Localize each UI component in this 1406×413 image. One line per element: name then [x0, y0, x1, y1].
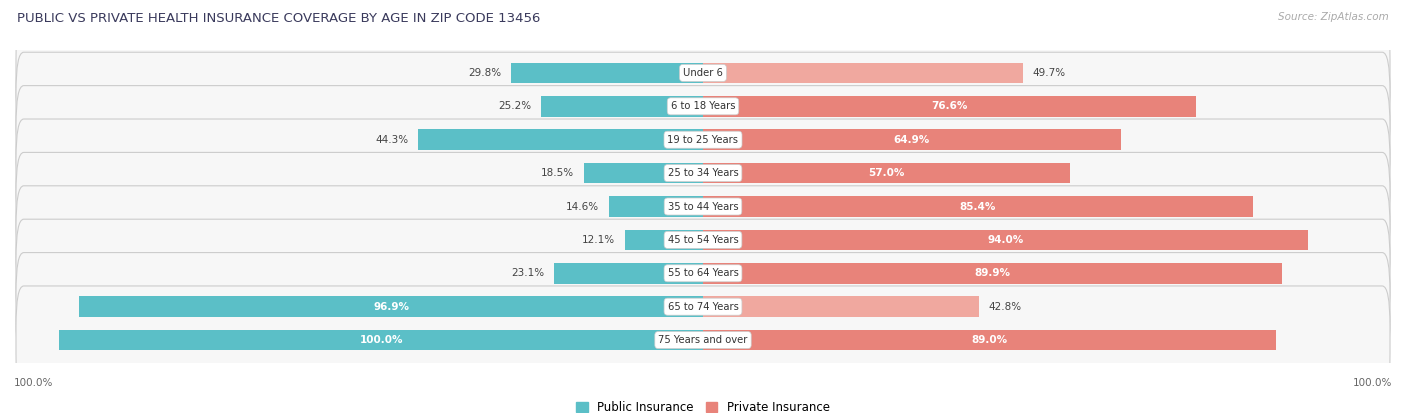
Bar: [703, 263, 1282, 284]
FancyBboxPatch shape: [15, 119, 1391, 227]
Text: 85.4%: 85.4%: [960, 202, 995, 211]
Text: 55 to 64 Years: 55 to 64 Years: [668, 268, 738, 278]
Text: 75 Years and over: 75 Years and over: [658, 335, 748, 345]
Text: 64.9%: 64.9%: [894, 135, 929, 145]
Text: 94.0%: 94.0%: [987, 235, 1024, 245]
FancyBboxPatch shape: [15, 253, 1391, 361]
Bar: [512, 63, 703, 83]
Text: 29.8%: 29.8%: [468, 68, 502, 78]
Bar: [703, 63, 1024, 83]
Text: 35 to 44 Years: 35 to 44 Years: [668, 202, 738, 211]
Text: 96.9%: 96.9%: [373, 301, 409, 312]
FancyBboxPatch shape: [15, 286, 1391, 394]
Bar: [554, 263, 703, 284]
Text: Source: ZipAtlas.com: Source: ZipAtlas.com: [1278, 12, 1389, 22]
Text: 89.9%: 89.9%: [974, 268, 1011, 278]
Text: Under 6: Under 6: [683, 68, 723, 78]
FancyBboxPatch shape: [15, 19, 1391, 127]
Text: 57.0%: 57.0%: [869, 168, 904, 178]
Bar: [703, 129, 1121, 150]
FancyBboxPatch shape: [15, 152, 1391, 261]
Bar: [59, 330, 703, 350]
Bar: [703, 196, 1253, 217]
Text: 100.0%: 100.0%: [14, 378, 53, 389]
Text: 25 to 34 Years: 25 to 34 Years: [668, 168, 738, 178]
Text: 100.0%: 100.0%: [360, 335, 402, 345]
Bar: [703, 330, 1277, 350]
Text: PUBLIC VS PRIVATE HEALTH INSURANCE COVERAGE BY AGE IN ZIP CODE 13456: PUBLIC VS PRIVATE HEALTH INSURANCE COVER…: [17, 12, 540, 25]
Bar: [626, 230, 703, 250]
Legend: Public Insurance, Private Insurance: Public Insurance, Private Insurance: [576, 401, 830, 413]
Text: 45 to 54 Years: 45 to 54 Years: [668, 235, 738, 245]
FancyBboxPatch shape: [15, 219, 1391, 328]
Bar: [703, 163, 1070, 183]
Text: 100.0%: 100.0%: [1353, 378, 1392, 389]
Text: 65 to 74 Years: 65 to 74 Years: [668, 301, 738, 312]
Bar: [703, 230, 1308, 250]
Text: 14.6%: 14.6%: [567, 202, 599, 211]
Bar: [418, 129, 703, 150]
Bar: [79, 296, 703, 317]
Text: 6 to 18 Years: 6 to 18 Years: [671, 101, 735, 112]
Bar: [703, 96, 1197, 117]
Bar: [541, 96, 703, 117]
Text: 76.6%: 76.6%: [931, 101, 967, 112]
Text: 19 to 25 Years: 19 to 25 Years: [668, 135, 738, 145]
Text: 42.8%: 42.8%: [988, 301, 1021, 312]
Bar: [609, 196, 703, 217]
Text: 89.0%: 89.0%: [972, 335, 1008, 345]
Bar: [583, 163, 703, 183]
FancyBboxPatch shape: [15, 186, 1391, 294]
Bar: [703, 296, 979, 317]
Text: 44.3%: 44.3%: [375, 135, 408, 145]
Text: 49.7%: 49.7%: [1032, 68, 1066, 78]
Text: 25.2%: 25.2%: [498, 101, 531, 112]
Text: 18.5%: 18.5%: [541, 168, 574, 178]
FancyBboxPatch shape: [15, 52, 1391, 160]
FancyBboxPatch shape: [15, 85, 1391, 194]
Text: 12.1%: 12.1%: [582, 235, 616, 245]
Text: 23.1%: 23.1%: [512, 268, 544, 278]
